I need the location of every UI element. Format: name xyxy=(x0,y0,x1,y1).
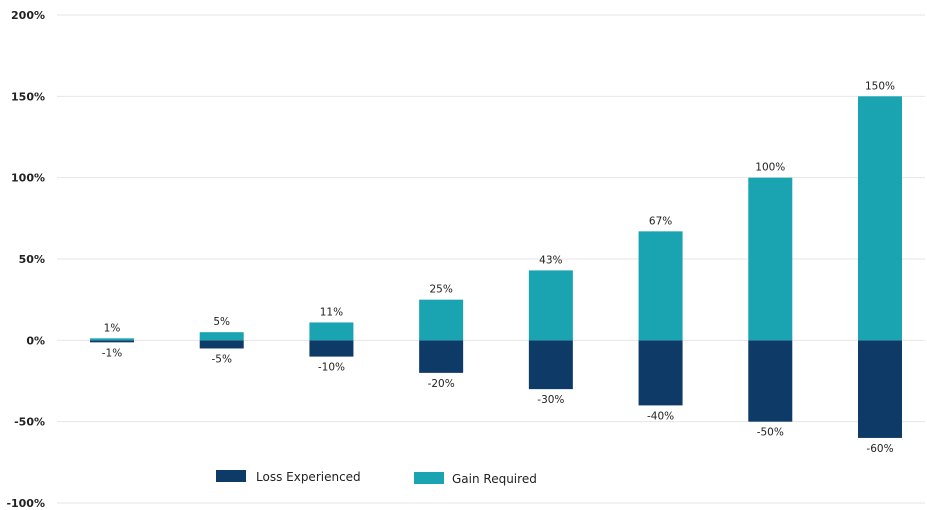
bar-loss xyxy=(858,340,902,438)
data-label-gain: 25% xyxy=(429,284,452,296)
bar-gain xyxy=(90,338,134,341)
legend-swatch-loss-experienced xyxy=(216,470,246,482)
y-tick-label: 0% xyxy=(26,334,45,347)
y-tick-label: 200% xyxy=(11,9,45,22)
y-tick-label: -50% xyxy=(14,416,45,429)
legend-label-gain-required: Gain Required xyxy=(452,472,537,486)
data-label-loss: -10% xyxy=(318,362,345,374)
data-label-gain: 67% xyxy=(649,215,672,227)
data-label-gain: 43% xyxy=(539,254,562,266)
bar-gain xyxy=(309,322,354,341)
data-labels: -1% -5% -10% -20% -30% -40% -50% -60% 1% 5% 11% 25%… xyxy=(102,80,895,455)
bar-loss xyxy=(90,340,134,343)
data-label-loss: -1% xyxy=(102,347,122,359)
y-axis: -100% -50% 0% 50% 100% 150% 200% xyxy=(6,9,45,510)
bar-loss xyxy=(748,340,793,422)
data-label-gain: 150% xyxy=(865,80,895,92)
grid-lines xyxy=(57,14,925,504)
bar-loss xyxy=(419,340,464,373)
legend-label-loss-experienced: Loss Experienced xyxy=(256,470,361,484)
data-label-loss: -40% xyxy=(647,410,674,422)
data-label-gain: 1% xyxy=(104,322,121,334)
data-label-gain: 100% xyxy=(755,162,785,174)
y-tick-label: 150% xyxy=(11,90,45,103)
data-label-loss: -30% xyxy=(537,394,564,406)
bars xyxy=(90,96,902,438)
bar-gain xyxy=(638,231,683,341)
bar-loss xyxy=(528,340,573,390)
data-label-gain: 11% xyxy=(320,306,343,318)
data-label-loss: -60% xyxy=(866,443,893,455)
data-label-gain: 5% xyxy=(213,316,230,328)
bar-loss xyxy=(199,340,244,349)
bar-loss xyxy=(638,340,683,406)
y-tick-label: -100% xyxy=(6,497,45,510)
data-label-loss: -5% xyxy=(211,353,231,365)
data-label-loss: -50% xyxy=(757,427,784,439)
bar-gain xyxy=(528,270,573,341)
y-tick-label: 100% xyxy=(11,172,45,185)
bar-gain xyxy=(748,177,793,341)
bar-loss xyxy=(309,340,354,357)
bar-gain xyxy=(858,96,902,341)
data-label-loss: -20% xyxy=(428,378,455,390)
y-tick-label: 50% xyxy=(19,253,45,266)
bar-gain xyxy=(419,299,464,341)
bar-gain xyxy=(199,332,244,341)
legend: Loss Experienced Gain Required xyxy=(216,470,537,486)
legend-swatch-gain-required xyxy=(414,472,444,484)
